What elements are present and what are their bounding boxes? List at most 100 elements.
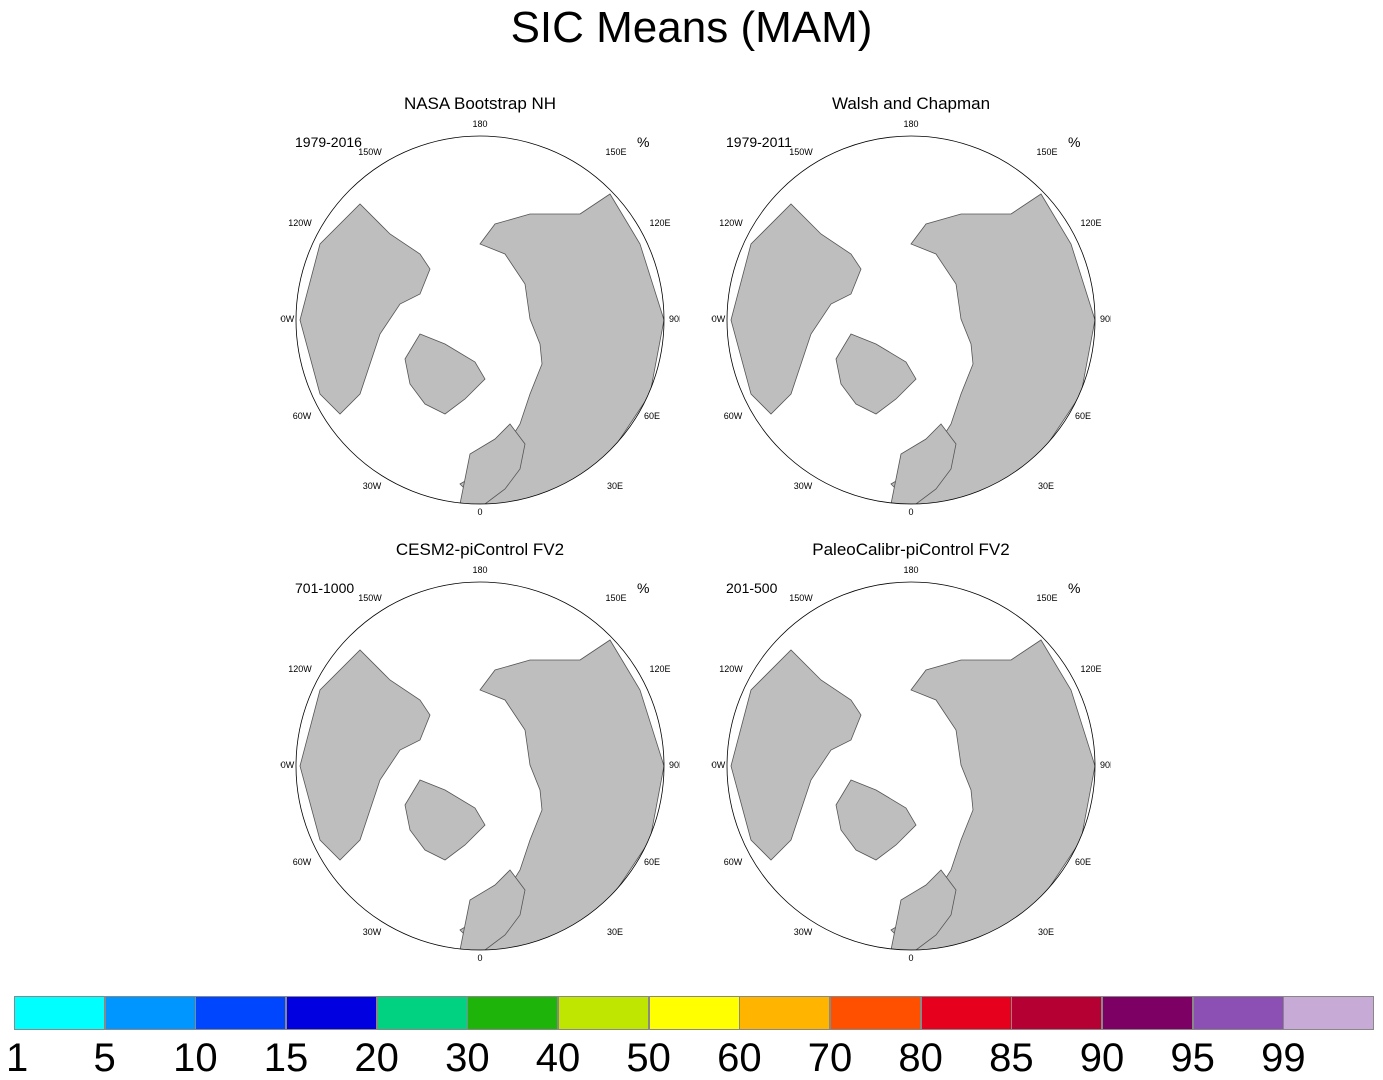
panel-period: 701-1000 [295, 580, 355, 596]
map-panel-nasa-bootstrap: NASA Bootstrap NH 1979-2016 % 180 150E 120… [280, 94, 680, 517]
polar-map: 180 150E 120E 90E 60E 30E 0 30W 60W 90W 120W 150W [711, 565, 1111, 963]
map-content [296, 582, 664, 950]
longitude-label: 30W [363, 481, 382, 491]
colorbar-tick-label: 40 [535, 1036, 581, 1080]
longitude-label: 30E [607, 481, 623, 491]
longitude-label: 150E [605, 147, 626, 157]
polar-map: 180 150E 120E 90E 60E 30E 0 30W 60W 90W 120W 150W [711, 119, 1111, 517]
panel-period: 1979-2016 [295, 134, 362, 150]
longitude-label: 150E [605, 593, 626, 603]
colorbar-box [648, 996, 740, 1030]
colorbar-tick-label: 95 [1170, 1036, 1215, 1080]
map-panel-walsh-chapman: Walsh and Chapman 1979-2011 % 180 150E 120… [711, 94, 1111, 517]
longitude-label: 180 [472, 565, 487, 575]
map-border [295, 135, 665, 505]
land-mass [459, 423, 526, 504]
longitude-label: 120E [1080, 218, 1101, 228]
colorbar-box [1283, 996, 1375, 1030]
longitude-label: 150E [1036, 147, 1057, 157]
colorbar-tick-label: 99 [1261, 1036, 1306, 1080]
land-mass [890, 869, 957, 950]
panel-title: NASA Bootstrap NH [403, 94, 557, 113]
longitude-label: 120E [1080, 664, 1101, 674]
colorbar-box [14, 996, 106, 1030]
longitude-label: 60W [293, 857, 312, 867]
longitude-label: 0 [477, 953, 482, 963]
panel-title: CESM2-piControl FV2 [395, 540, 565, 559]
longitude-label: 60W [724, 857, 743, 867]
colorbar-tick-label: 30 [445, 1036, 490, 1080]
colorbar-box [1192, 996, 1284, 1030]
land-mass [835, 779, 917, 861]
polar-map: 180 150E 120E 90E 60E 30E 0 30W 60W 90W 120W 150W [280, 565, 680, 963]
longitude-label: 90W [711, 314, 726, 324]
longitude-label: 150W [789, 593, 813, 603]
longitude-label: 60E [644, 857, 660, 867]
panel-title: Walsh and Chapman [831, 94, 991, 113]
map-border [295, 581, 665, 951]
map-content [727, 582, 1095, 950]
colorbar-tick-label: 15 [263, 1036, 309, 1080]
map-content [296, 136, 664, 504]
longitude-label: 30W [363, 927, 382, 937]
longitude-label: 90E [669, 314, 680, 324]
longitude-label: 30E [1038, 927, 1054, 937]
longitude-label: 150W [789, 147, 813, 157]
panel-title: PaleoCalibr-piControl FV2 [812, 540, 1010, 559]
map-panel-cesm2-picontrol: CESM2-piControl FV2 701-1000 % 180 150E 12… [280, 540, 680, 963]
map-border [726, 135, 1096, 505]
colorbar-tick-label: 50 [626, 1036, 671, 1080]
longitude-label: 90W [711, 760, 726, 770]
longitude-label: 120W [719, 664, 743, 674]
longitude-label: 150W [358, 147, 382, 157]
longitude-label: 120W [288, 664, 312, 674]
longitude-label: 60E [644, 411, 660, 421]
colorbar [14, 996, 1375, 1030]
longitude-label: 60W [293, 411, 312, 421]
land-mass [404, 779, 486, 861]
figure-title: SIC Means (MAM) [510, 3, 873, 52]
land-mass [299, 203, 431, 415]
colorbar-tick-label: 1 [6, 1036, 29, 1080]
map-content [727, 136, 1095, 504]
land-mass [835, 333, 917, 415]
land-mass [890, 423, 957, 504]
longitude-label: 150E [1036, 593, 1057, 603]
colorbar-tick-label: 5 [93, 1036, 116, 1080]
land-mass [404, 333, 486, 415]
longitude-label: 30W [794, 927, 813, 937]
colorbar-box [1011, 996, 1103, 1030]
colorbar-box [376, 996, 468, 1030]
longitude-label: 120E [649, 218, 670, 228]
longitude-label: 180 [903, 565, 918, 575]
panel-units: % [1068, 580, 1081, 596]
map-panel-paleocalibr-picontrol: PaleoCalibr-piControl FV2 201-500 % 180 1… [711, 540, 1111, 963]
longitude-label: 30E [1038, 481, 1054, 491]
longitude-label: 90E [669, 760, 680, 770]
panel-period: 1979-2011 [726, 134, 792, 150]
longitude-label: 90W [280, 314, 295, 324]
panel-units: % [637, 134, 650, 150]
longitude-label: 0 [908, 507, 913, 517]
colorbar-tick-label: 20 [354, 1036, 399, 1080]
colorbar-box [195, 996, 287, 1030]
panel-units: % [637, 580, 650, 596]
longitude-label: 90E [1100, 760, 1111, 770]
colorbar-tick-label: 10 [173, 1036, 218, 1080]
colorbar-box [830, 996, 922, 1030]
colorbar-tick-label: 85 [989, 1036, 1034, 1080]
colorbar-box [558, 996, 650, 1030]
land-mass [730, 649, 862, 861]
longitude-label: 180 [903, 119, 918, 129]
land-mass [730, 203, 862, 415]
colorbar-tick-label: 90 [1079, 1036, 1125, 1080]
colorbar-box [920, 996, 1012, 1030]
colorbar-box [104, 996, 196, 1030]
longitude-label: 0 [477, 507, 482, 517]
longitude-label: 60E [1075, 411, 1091, 421]
longitude-label: 0 [908, 953, 913, 963]
longitude-label: 180 [472, 119, 487, 129]
longitude-label: 120E [649, 664, 670, 674]
panel-period: 201-500 [726, 580, 778, 596]
colorbar-tick-label: 60 [717, 1036, 762, 1080]
